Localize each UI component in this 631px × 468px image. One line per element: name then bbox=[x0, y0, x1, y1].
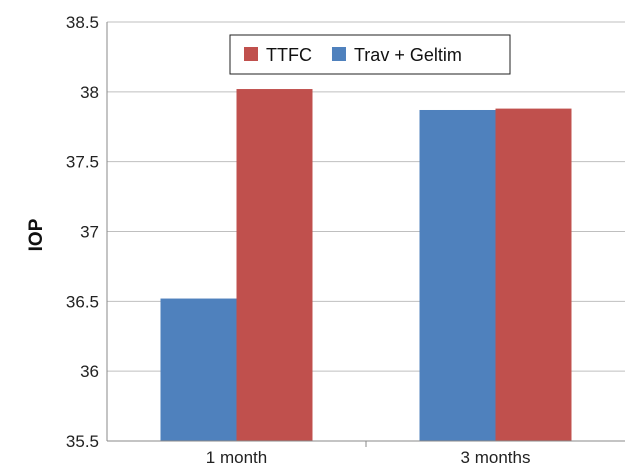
y-tick-label: 36 bbox=[80, 362, 99, 381]
legend-swatch bbox=[244, 47, 258, 61]
y-tick-label: 36.5 bbox=[66, 292, 99, 311]
y-tick-label: 37 bbox=[80, 223, 99, 242]
bar-ttfc-3-months bbox=[495, 108, 572, 442]
bars bbox=[160, 89, 572, 442]
legend-label: Trav + Geltim bbox=[354, 45, 462, 65]
legend: TTFC Trav + Geltim bbox=[229, 34, 511, 75]
bar-trav-geltim-1-month bbox=[160, 298, 237, 441]
y-tick-labels: 35.5 36 36.5 37 37.5 38 38.5 bbox=[66, 13, 99, 451]
y-tick-label: 38.5 bbox=[66, 13, 99, 32]
x-tick-label: 1 month bbox=[206, 448, 267, 467]
y-tick-label: 38 bbox=[80, 83, 99, 102]
x-tick-label: 3 months bbox=[461, 448, 531, 467]
y-tick-label: 37.5 bbox=[66, 153, 99, 172]
bar-trav-geltim-3-months bbox=[419, 109, 496, 442]
legend-label: TTFC bbox=[266, 45, 312, 65]
y-tick-label: 35.5 bbox=[66, 432, 99, 451]
bar-ttfc-1-month bbox=[236, 89, 313, 441]
legend-box bbox=[229, 34, 511, 75]
legend-swatch bbox=[331, 47, 346, 61]
y-axis-title: IOP bbox=[26, 218, 47, 251]
x-tick-labels: 1 month 3 months bbox=[206, 441, 531, 467]
